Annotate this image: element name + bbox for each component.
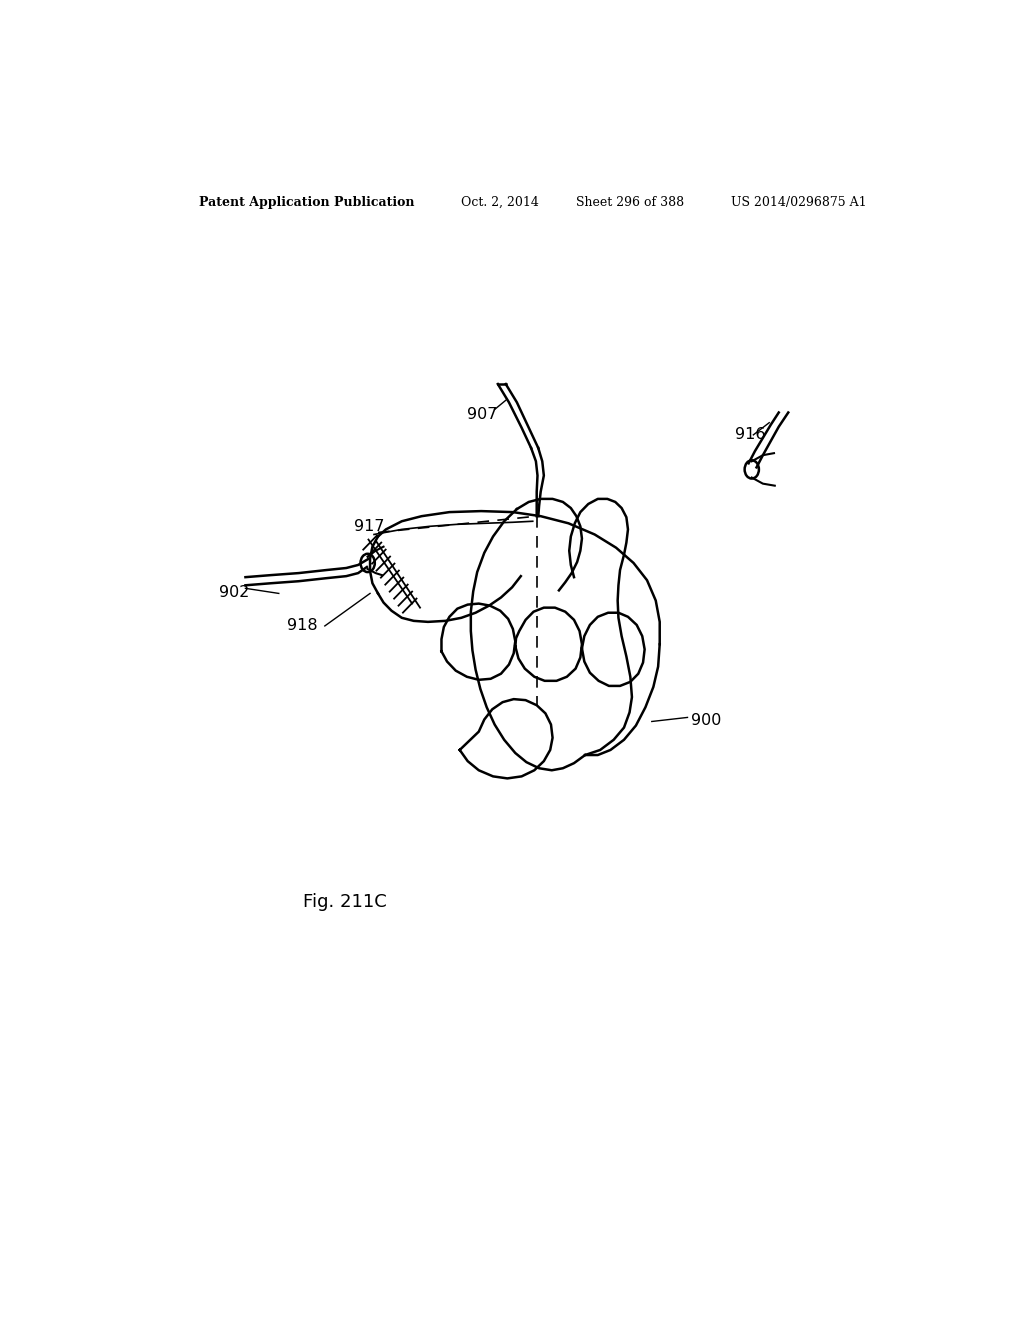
Text: 902: 902 [219,585,250,599]
Text: Sheet 296 of 388: Sheet 296 of 388 [577,195,684,209]
Text: 917: 917 [354,519,385,533]
Text: Patent Application Publication: Patent Application Publication [200,195,415,209]
Text: 907: 907 [467,407,498,422]
Text: 918: 918 [287,619,317,634]
Text: Fig. 211C: Fig. 211C [303,894,386,911]
Text: Oct. 2, 2014: Oct. 2, 2014 [461,195,540,209]
Text: 916: 916 [735,428,766,442]
Text: US 2014/0296875 A1: US 2014/0296875 A1 [731,195,866,209]
Text: 900: 900 [691,713,722,727]
